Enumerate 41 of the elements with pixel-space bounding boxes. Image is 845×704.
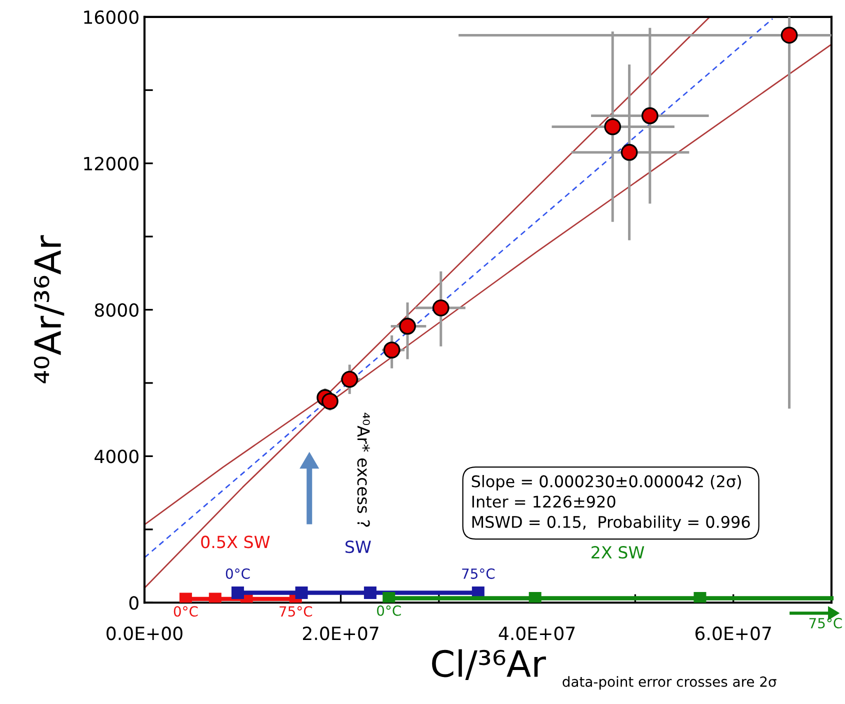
point bbox=[295, 586, 308, 599]
x-tick-label: 2.0E+07 bbox=[302, 626, 378, 640]
point bbox=[322, 392, 338, 410]
text: 0.5X SW bbox=[201, 536, 270, 548]
point bbox=[780, 26, 798, 44]
x-tick-label: 6.0E+07 bbox=[695, 626, 771, 640]
y-tick-label: 4000 bbox=[94, 450, 138, 464]
y-axis-title: ⁴⁰Ar/³⁶Ar bbox=[34, 235, 64, 384]
text: 2X SW bbox=[592, 546, 644, 559]
y-tick-label: 8000 bbox=[94, 303, 138, 317]
x-tick-label: 0.0E+00 bbox=[106, 626, 182, 640]
text: SW bbox=[346, 540, 371, 554]
point bbox=[179, 592, 192, 603]
annotation: 75°C bbox=[809, 618, 842, 628]
annotation: 0°C bbox=[377, 605, 401, 616]
y-tick-label: 12000 bbox=[84, 156, 138, 170]
point bbox=[432, 299, 450, 316]
y-tick-label: 0 bbox=[129, 596, 138, 610]
point bbox=[231, 586, 244, 599]
text: data-point error crosses are 2σ bbox=[562, 676, 776, 690]
x-tick-label: 4.0E+07 bbox=[498, 626, 575, 640]
annotation: 75°C bbox=[280, 606, 312, 617]
point bbox=[383, 342, 400, 358]
point bbox=[382, 592, 396, 603]
point bbox=[604, 118, 622, 136]
point bbox=[364, 586, 376, 599]
annotation: Slope = 0.000230±0.000042 (2σ) Inter = 1226±920 MSWD = 0.15, Probability = 0.996 bbox=[472, 475, 750, 532]
annotation: 0°C bbox=[226, 568, 250, 579]
point bbox=[641, 107, 658, 124]
point bbox=[620, 144, 638, 161]
line-series bbox=[144, 44, 832, 589]
point bbox=[399, 318, 416, 335]
annotation: 0°C bbox=[174, 606, 198, 617]
y-tick-label: 16000 bbox=[84, 10, 138, 24]
point bbox=[694, 592, 706, 603]
point bbox=[341, 370, 358, 388]
point bbox=[208, 592, 222, 603]
point bbox=[528, 592, 542, 603]
x-axis-title: Cl/³⁶Ar bbox=[432, 649, 546, 680]
annotation: ⁴⁰Ar* excess ? bbox=[357, 412, 370, 527]
annotation: 75°C bbox=[462, 568, 495, 579]
